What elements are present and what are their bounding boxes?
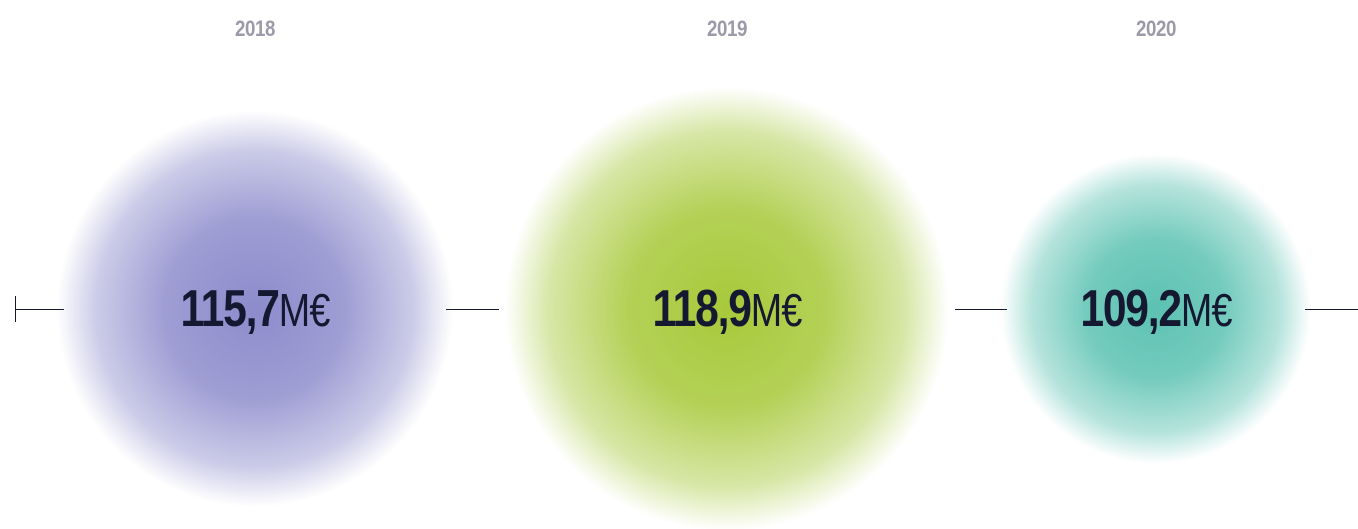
year-label-2020: 2020 <box>1136 16 1176 41</box>
value-number-2018: 115,7 <box>180 280 280 338</box>
value-number-2020: 109,2 <box>1080 280 1182 338</box>
value-label-2018: 115,7M€ <box>132 283 378 335</box>
timeline-connector-2019-2020 <box>955 309 1007 310</box>
bubble-2019 <box>505 87 949 529</box>
bubble-2018 <box>57 111 453 507</box>
value-unit-2018: M€ <box>278 284 331 336</box>
bubble-2020 <box>1001 154 1311 464</box>
timeline-connector-end <box>1305 309 1358 310</box>
timeline-connector-2018-2019 <box>446 309 499 310</box>
value-label-2019: 118,9M€ <box>604 283 850 335</box>
timeline-connector-start <box>15 309 64 310</box>
value-unit-2019: M€ <box>750 284 803 336</box>
value-label-2020: 109,2M€ <box>1033 283 1279 335</box>
value-number-2019: 118,9 <box>652 280 752 338</box>
year-label-2019: 2019 <box>707 16 747 41</box>
year-label-2018: 2018 <box>235 16 275 41</box>
value-unit-2020: M€ <box>1180 284 1233 336</box>
